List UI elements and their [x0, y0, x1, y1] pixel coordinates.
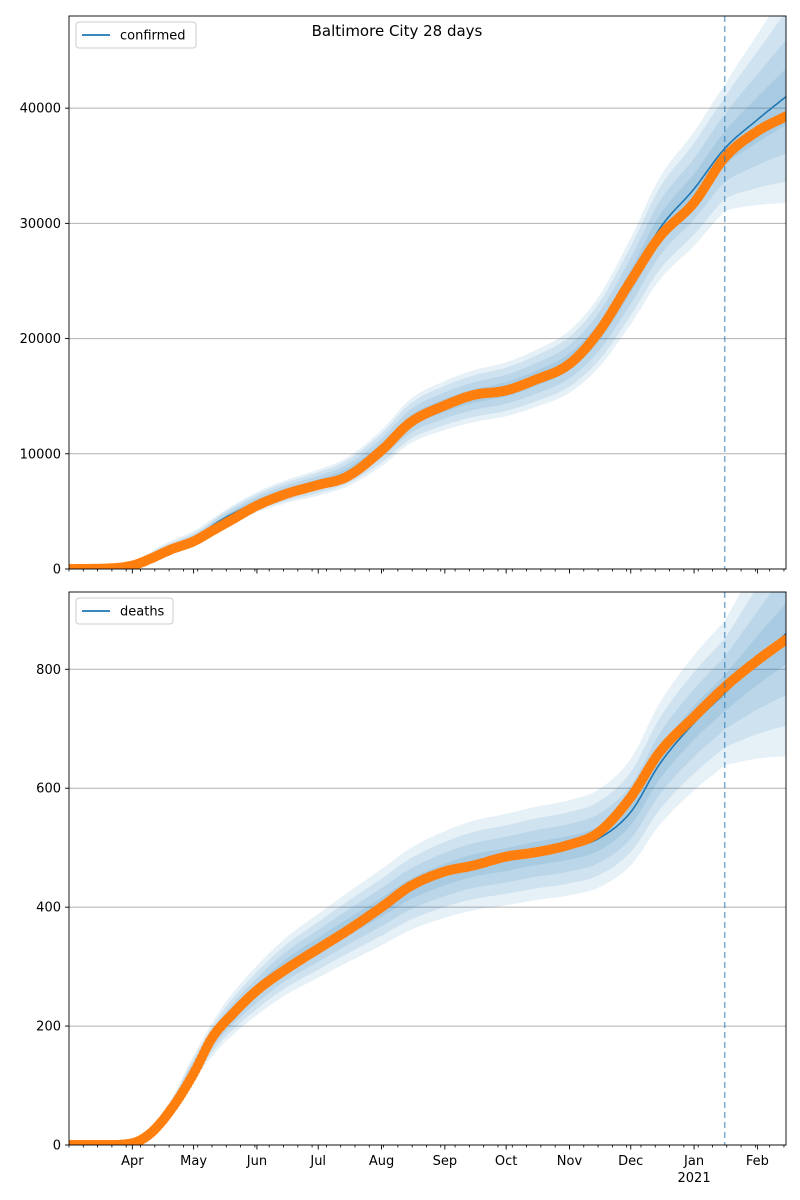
legend: confirmed — [75, 21, 197, 49]
legend-box — [75, 21, 197, 49]
uncertainty-band — [69, 16, 786, 569]
confirmed-panel: 0 10000 20000 30000 40000 confirmed — [20, 15, 787, 578]
y-tick-label: 30000 — [20, 217, 61, 232]
y-tick-label: 10000 — [20, 447, 61, 462]
plot-frame — [68, 15, 787, 570]
legend-label: deaths — [120, 605, 165, 620]
x-tick-label: Jun — [246, 1154, 267, 1169]
x-tick-label: Jul — [309, 1154, 326, 1169]
plot-content — [69, 16, 786, 569]
y-tick-label: 0 — [53, 1139, 61, 1154]
x-tick-label: Sep — [433, 1154, 458, 1169]
y-tick-label: 0 — [53, 563, 61, 578]
observed-point — [781, 111, 786, 122]
plot-content — [69, 592, 786, 1145]
uncertainty-band — [69, 592, 786, 1145]
uncertainty-band — [69, 16, 786, 569]
y-tick-label: 600 — [36, 782, 61, 797]
y-tick-label: 400 — [36, 901, 61, 916]
observed-series — [69, 634, 786, 1145]
x-year-label: 2021 — [678, 1171, 711, 1186]
x-tick-label: Feb — [746, 1154, 769, 1169]
x-tick-label: Aug — [369, 1154, 394, 1169]
figure-title: Baltimore City 28 days — [312, 22, 483, 40]
uncertainty-band — [69, 592, 786, 1145]
observed-series — [69, 111, 786, 569]
x-tick-label: Nov — [557, 1154, 583, 1169]
x-tick-label: Dec — [618, 1154, 643, 1169]
observed-point — [781, 634, 786, 645]
legend: deaths — [75, 597, 174, 625]
x-tick-label: Jan — [683, 1154, 704, 1169]
x-tick-label: Oct — [495, 1154, 517, 1169]
y-tick-label: 40000 — [20, 102, 61, 117]
deaths-panel: 0 200 400 600 800 Apr May Jun Jul Aug Sep Oct Nov Dec… — [36, 591, 787, 1186]
plot-frame — [68, 591, 787, 1146]
legend-label: confirmed — [120, 29, 186, 44]
x-tick-label: Apr — [121, 1154, 144, 1169]
x-tick-label: May — [180, 1154, 207, 1169]
y-tick-label: 20000 — [20, 332, 61, 347]
y-tick-label: 800 — [36, 663, 61, 678]
legend-box — [75, 597, 174, 625]
uncertainty-band — [69, 592, 786, 1145]
y-tick-label: 200 — [36, 1020, 61, 1035]
